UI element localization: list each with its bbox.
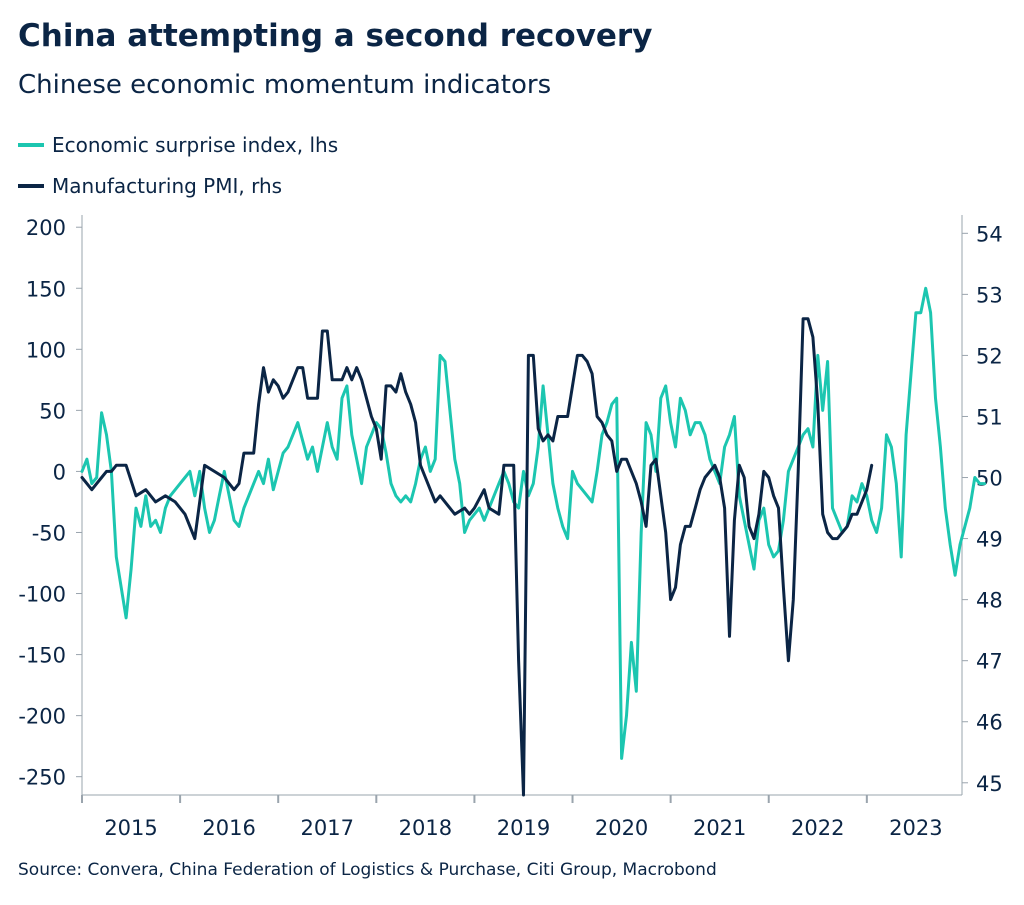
source-note: Source: Convera, China Federation of Log… bbox=[18, 860, 717, 880]
series-line-pmi bbox=[80, 317, 874, 797]
right-tick-label: 47 bbox=[976, 650, 1003, 674]
x-tick-label: 2017 bbox=[301, 816, 354, 840]
left-tick-label: 150 bbox=[26, 277, 66, 301]
series-line-surprise bbox=[80, 286, 987, 760]
x-tick-label: 2015 bbox=[104, 816, 157, 840]
legend-item-surprise: Economic surprise index, lhs bbox=[18, 130, 338, 160]
right-tick-label: 53 bbox=[976, 283, 1003, 307]
left-tick-label: 100 bbox=[26, 338, 66, 362]
legend-swatch-surprise bbox=[18, 143, 44, 147]
right-tick-label: 48 bbox=[976, 589, 1003, 613]
right-tick-label: 54 bbox=[976, 222, 1003, 246]
x-tick-label: 2023 bbox=[889, 816, 942, 840]
legend-label-surprise: Economic surprise index, lhs bbox=[52, 133, 339, 157]
x-tick-label: 2018 bbox=[399, 816, 452, 840]
right-tick-label: 49 bbox=[976, 528, 1003, 552]
chart-title: China attempting a second recovery bbox=[18, 18, 653, 54]
x-tick-label: 2019 bbox=[497, 816, 550, 840]
left-tick-label: -200 bbox=[18, 705, 66, 729]
left-tick-label: -100 bbox=[18, 583, 66, 607]
chart-lines bbox=[80, 286, 987, 797]
left-tick-label: 50 bbox=[39, 399, 66, 423]
right-tick-label: 50 bbox=[976, 467, 1003, 491]
right-tick-label: 45 bbox=[976, 772, 1003, 796]
right-tick-label: 46 bbox=[976, 711, 1003, 735]
right-tick-label: 52 bbox=[976, 344, 1003, 368]
legend-label-pmi: Manufacturing PMI, rhs bbox=[52, 174, 283, 198]
chart-axes: 200 150 100 50 0 -50 -100 -150 -200 -250 54 53 52 51 5… bbox=[18, 215, 1003, 840]
right-tick-label: 51 bbox=[976, 405, 1003, 429]
x-tick-label: 2021 bbox=[693, 816, 746, 840]
left-tick-label: 200 bbox=[26, 216, 66, 240]
legend-swatch-pmi bbox=[18, 184, 44, 188]
left-tick-label: -250 bbox=[18, 766, 66, 790]
left-tick-label: 0 bbox=[53, 460, 66, 484]
left-tick-label: -50 bbox=[32, 521, 66, 545]
chart-subtitle: Chinese economic momentum indicators bbox=[18, 70, 552, 100]
x-tick-label: 2016 bbox=[202, 816, 255, 840]
legend-item-pmi: Manufacturing PMI, rhs bbox=[18, 171, 282, 201]
x-tick-label: 2020 bbox=[595, 816, 648, 840]
x-tick-label: 2022 bbox=[791, 816, 844, 840]
left-tick-label: -150 bbox=[18, 644, 66, 668]
